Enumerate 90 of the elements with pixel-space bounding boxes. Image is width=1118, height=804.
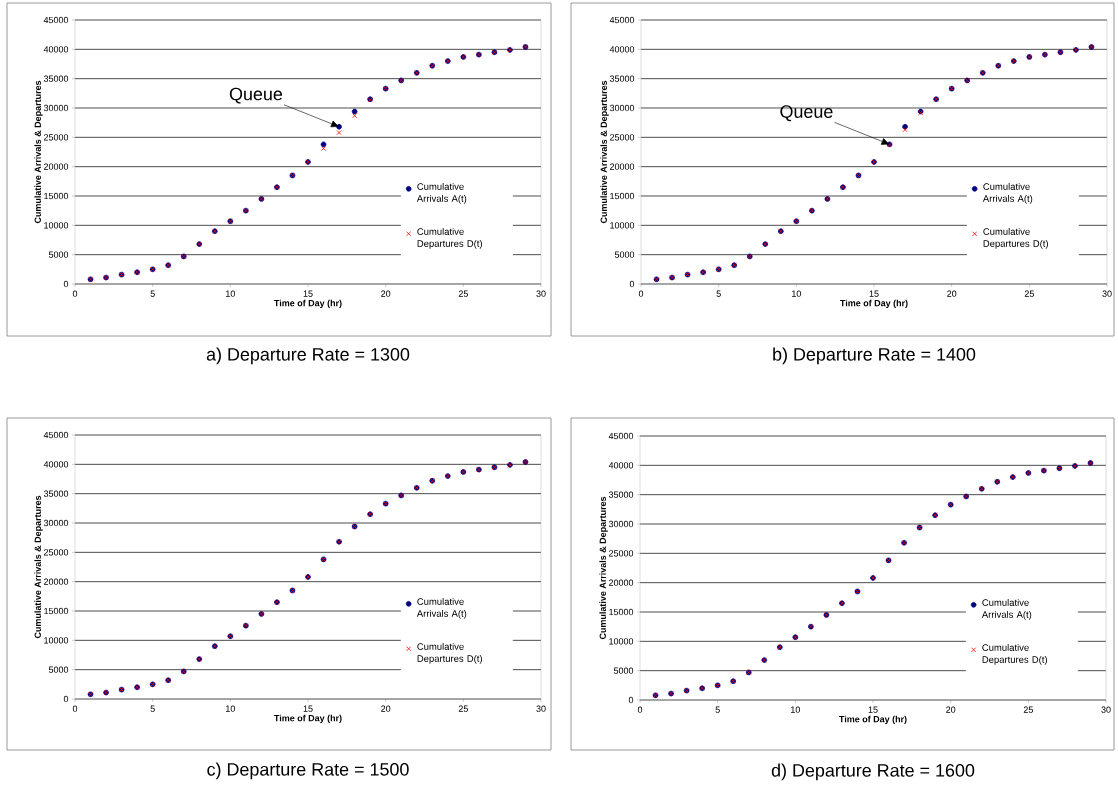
x-tick-label: 10 bbox=[792, 290, 801, 297]
annotation: Queue bbox=[780, 105, 833, 122]
y-tick-label: 40000 bbox=[43, 461, 69, 468]
y-tick-label: 25000 bbox=[44, 549, 69, 556]
x-axis-title: Time of Day (hr) bbox=[274, 714, 342, 724]
text: a) Departure Rate = 1300 bbox=[206, 347, 410, 365]
y-tick-label: 15000 bbox=[609, 608, 634, 616]
x-tick-label: 15 bbox=[868, 706, 878, 713]
y-tick-label: 45000 bbox=[43, 16, 69, 24]
legend-label: Cumulative Departures D(t) bbox=[417, 643, 482, 664]
x-tick-label: 20 bbox=[381, 290, 391, 297]
x-tick-label: 5 bbox=[715, 706, 720, 713]
legend-label: Cumulative Departures D(t) bbox=[417, 227, 482, 249]
y-tick-label: 15000 bbox=[44, 607, 69, 615]
x-tick-label: 30 bbox=[1101, 706, 1111, 713]
y-tick-label: 30000 bbox=[43, 519, 69, 527]
y-tick-label: 20000 bbox=[610, 163, 635, 170]
y-tick-label: 5000 bbox=[614, 251, 635, 258]
y-tick-label: 40000 bbox=[43, 46, 69, 53]
y-axis-title: Cumulative Arrivals & Departures bbox=[600, 80, 609, 224]
y-tick-label: 20000 bbox=[609, 579, 634, 586]
legend-label: Cumulative Arrivals A(t) bbox=[416, 182, 467, 204]
x-axis-title: Time of Day (hr) bbox=[840, 299, 908, 309]
legend-label: Cumulative Departures D(t) bbox=[982, 644, 1047, 665]
x-tick-label: 0 bbox=[638, 290, 644, 297]
legend-label: Cumulative Arrivals A(t) bbox=[981, 599, 1032, 620]
legend-label: Cumulative Departures D(t) bbox=[983, 227, 1048, 249]
y-tick-label: 35000 bbox=[43, 75, 69, 82]
y-tick-label: 0 bbox=[628, 696, 634, 704]
y-tick-label: 35000 bbox=[609, 75, 635, 82]
text: d) Departure Rate = 1600 bbox=[771, 763, 975, 781]
y-tick-label: 30000 bbox=[608, 520, 634, 528]
x-tick-label: 15 bbox=[869, 290, 879, 297]
x-tick-label: 25 bbox=[458, 705, 468, 712]
x-tick-label: 15 bbox=[303, 290, 313, 297]
y-tick-label: 10000 bbox=[44, 222, 69, 229]
y-tick-label: 25000 bbox=[610, 134, 635, 141]
x-tick-label: 10 bbox=[226, 290, 235, 297]
y-tick-label: 15000 bbox=[610, 192, 635, 200]
legend-label: Cumulative Arrivals A(t) bbox=[982, 182, 1033, 204]
x-tick-label: 5 bbox=[150, 290, 155, 297]
text: b) Departure Rate = 1400 bbox=[773, 347, 976, 365]
x-tick-label: 10 bbox=[226, 705, 235, 712]
x-tick-label: 25 bbox=[1023, 706, 1033, 713]
x-tick-label: 20 bbox=[946, 706, 956, 713]
y-tick-label: 25000 bbox=[609, 550, 634, 557]
text: c) Departure Rate = 1500 bbox=[207, 762, 409, 780]
y-tick-label: 10000 bbox=[610, 222, 635, 229]
y-tick-label: 35000 bbox=[608, 491, 634, 498]
y-tick-label: 45000 bbox=[609, 16, 635, 24]
y-axis-title: Cumulative Arrivals & Departures bbox=[599, 496, 608, 640]
y-tick-label: 5000 bbox=[48, 666, 69, 673]
annotation: Queue bbox=[229, 87, 283, 104]
x-tick-label: 5 bbox=[716, 290, 721, 297]
y-tick-label: 0 bbox=[63, 280, 69, 288]
y-tick-label: 5000 bbox=[48, 251, 69, 258]
x-tick-label: 30 bbox=[536, 705, 546, 712]
y-tick-label: 15000 bbox=[44, 192, 69, 200]
y-tick-label: 30000 bbox=[609, 104, 635, 112]
x-tick-label: 25 bbox=[458, 290, 468, 297]
x-axis-title: Time of Day (hr) bbox=[274, 299, 342, 309]
y-tick-label: 5000 bbox=[613, 667, 634, 674]
y-axis-title: Cumulative Arrivals & Departures bbox=[34, 80, 43, 224]
y-tick-label: 10000 bbox=[609, 638, 634, 645]
x-tick-label: 15 bbox=[303, 705, 313, 712]
x-tick-label: 0 bbox=[637, 706, 643, 713]
y-tick-label: 25000 bbox=[44, 134, 69, 141]
x-tick-label: 10 bbox=[791, 706, 800, 713]
y-tick-label: 40000 bbox=[608, 462, 634, 469]
x-tick-label: 20 bbox=[381, 705, 391, 712]
legend-label: Cumulative Arrivals A(t) bbox=[416, 598, 467, 619]
y-tick-label: 40000 bbox=[609, 46, 635, 53]
y-tick-label: 0 bbox=[629, 280, 635, 288]
y-tick-label: 10000 bbox=[44, 637, 69, 644]
x-tick-label: 5 bbox=[150, 705, 155, 712]
y-tick-label: 45000 bbox=[43, 431, 69, 439]
x-axis-title: Time of Day (hr) bbox=[839, 715, 907, 725]
y-tick-label: 30000 bbox=[43, 104, 69, 112]
y-tick-label: 20000 bbox=[44, 163, 69, 170]
y-tick-label: 20000 bbox=[44, 578, 69, 585]
x-tick-label: 30 bbox=[1102, 290, 1112, 297]
y-tick-label: 35000 bbox=[43, 490, 69, 497]
x-tick-label: 20 bbox=[947, 290, 957, 297]
y-tick-label: 0 bbox=[63, 695, 69, 703]
x-tick-label: 25 bbox=[1024, 290, 1034, 297]
x-tick-label: 30 bbox=[536, 290, 546, 297]
x-tick-label: 0 bbox=[72, 290, 78, 297]
y-axis-title: Cumulative Arrivals & Departures bbox=[34, 495, 43, 639]
x-tick-label: 0 bbox=[72, 705, 78, 712]
y-tick-label: 45000 bbox=[608, 432, 634, 440]
